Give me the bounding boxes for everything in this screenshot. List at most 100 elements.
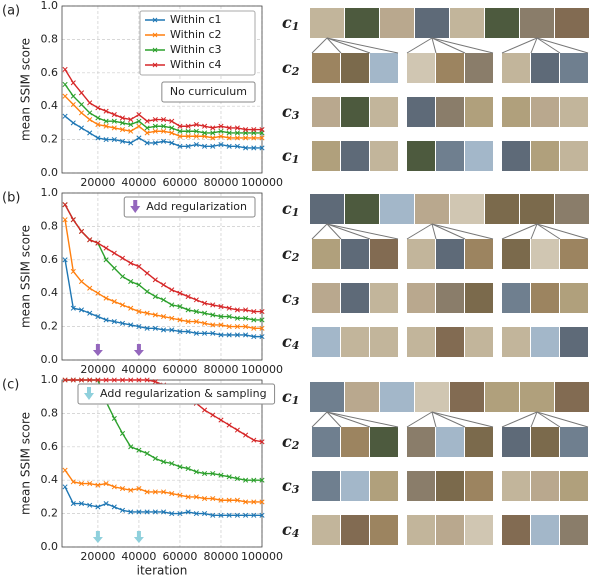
row-label-letter: c	[282, 102, 292, 121]
thumbnail	[312, 283, 340, 313]
connector	[501, 37, 538, 54]
thumbnail	[345, 194, 379, 224]
thumbnail	[312, 141, 340, 171]
data-point	[210, 470, 216, 477]
data-point	[70, 268, 76, 275]
thumbnail	[555, 382, 589, 412]
data-point	[177, 133, 183, 139]
thumbnail	[407, 239, 435, 269]
data-point	[210, 125, 216, 131]
data-point	[87, 117, 93, 123]
y-tick-label: 0.0	[41, 166, 59, 179]
data-point	[226, 497, 232, 503]
connector	[326, 223, 371, 240]
data-point	[251, 499, 257, 505]
row-label: c3	[282, 102, 300, 123]
data-point	[177, 290, 183, 296]
data-point	[160, 282, 167, 288]
thumbnail	[415, 8, 449, 38]
data-point	[251, 135, 257, 141]
data-point	[111, 377, 117, 383]
data-point	[160, 489, 167, 495]
connector	[536, 223, 561, 240]
data-point	[193, 142, 199, 148]
data-point	[144, 310, 150, 316]
data-point	[136, 324, 142, 330]
data-point	[234, 332, 240, 338]
data-point	[218, 332, 224, 338]
x-tick-label: 60000	[162, 363, 197, 376]
connector	[431, 223, 494, 240]
data-point	[95, 122, 101, 128]
x-tick-label: 40000	[121, 550, 156, 563]
thumbnail	[380, 194, 414, 224]
thumbnail	[380, 382, 414, 412]
data-point	[160, 297, 167, 303]
data-point	[160, 117, 167, 123]
thumbnail	[560, 327, 588, 357]
data-point	[70, 305, 76, 311]
thumbnail	[450, 194, 484, 224]
data-point	[210, 412, 216, 418]
connector	[536, 37, 589, 54]
data-point	[218, 304, 224, 310]
row-label-index: 3	[292, 483, 300, 496]
data-point	[111, 250, 117, 256]
data-point	[144, 489, 150, 495]
data-point	[62, 484, 68, 490]
data-point	[144, 450, 150, 457]
x-tick-label: 100000	[241, 363, 283, 376]
data-point	[218, 322, 224, 328]
thumbnail	[465, 97, 493, 127]
data-point	[218, 128, 224, 134]
data-point	[177, 123, 183, 129]
data-point	[70, 101, 76, 108]
thumbnail	[485, 194, 519, 224]
data-point	[62, 217, 68, 223]
connector	[501, 411, 538, 428]
data-point	[144, 118, 150, 124]
data-point	[136, 263, 142, 270]
data-point	[234, 135, 240, 141]
row-label: c1	[282, 13, 299, 34]
thumbnail	[415, 382, 449, 412]
thumbnail	[312, 427, 340, 457]
data-point	[259, 127, 265, 133]
y-axis-label: mean SSIM score	[19, 225, 33, 328]
thumbnail	[370, 327, 398, 357]
thumbnail	[531, 239, 559, 269]
annotation: Add regularization & sampling	[77, 383, 276, 405]
thumbnail	[465, 283, 493, 313]
data-point	[128, 117, 134, 123]
connector	[431, 223, 437, 240]
data-point	[95, 314, 101, 320]
thumbnail	[407, 515, 435, 545]
x-tick-label: 100000	[241, 176, 283, 189]
row-label-letter: c	[282, 244, 292, 263]
row-label: c3	[282, 476, 300, 497]
data-point	[259, 309, 265, 315]
data-point	[202, 123, 208, 129]
data-point	[177, 143, 183, 149]
data-point	[226, 314, 232, 320]
data-point	[62, 467, 68, 473]
data-point	[251, 317, 257, 323]
data-point	[111, 484, 117, 490]
data-point	[119, 120, 126, 126]
data-point	[243, 477, 249, 483]
data-point	[136, 111, 142, 118]
thumbnail	[407, 53, 435, 83]
data-point	[226, 512, 232, 518]
thumbnail	[531, 471, 559, 501]
connector	[530, 411, 538, 428]
thumbnail	[436, 471, 464, 501]
data-point	[78, 278, 85, 285]
data-point	[210, 302, 216, 308]
connector	[406, 37, 433, 54]
arrow-marker	[133, 344, 144, 356]
series-line	[64, 469, 262, 503]
legend-box	[139, 10, 256, 76]
data-point	[226, 332, 232, 338]
row-label-index: 2	[291, 65, 300, 78]
